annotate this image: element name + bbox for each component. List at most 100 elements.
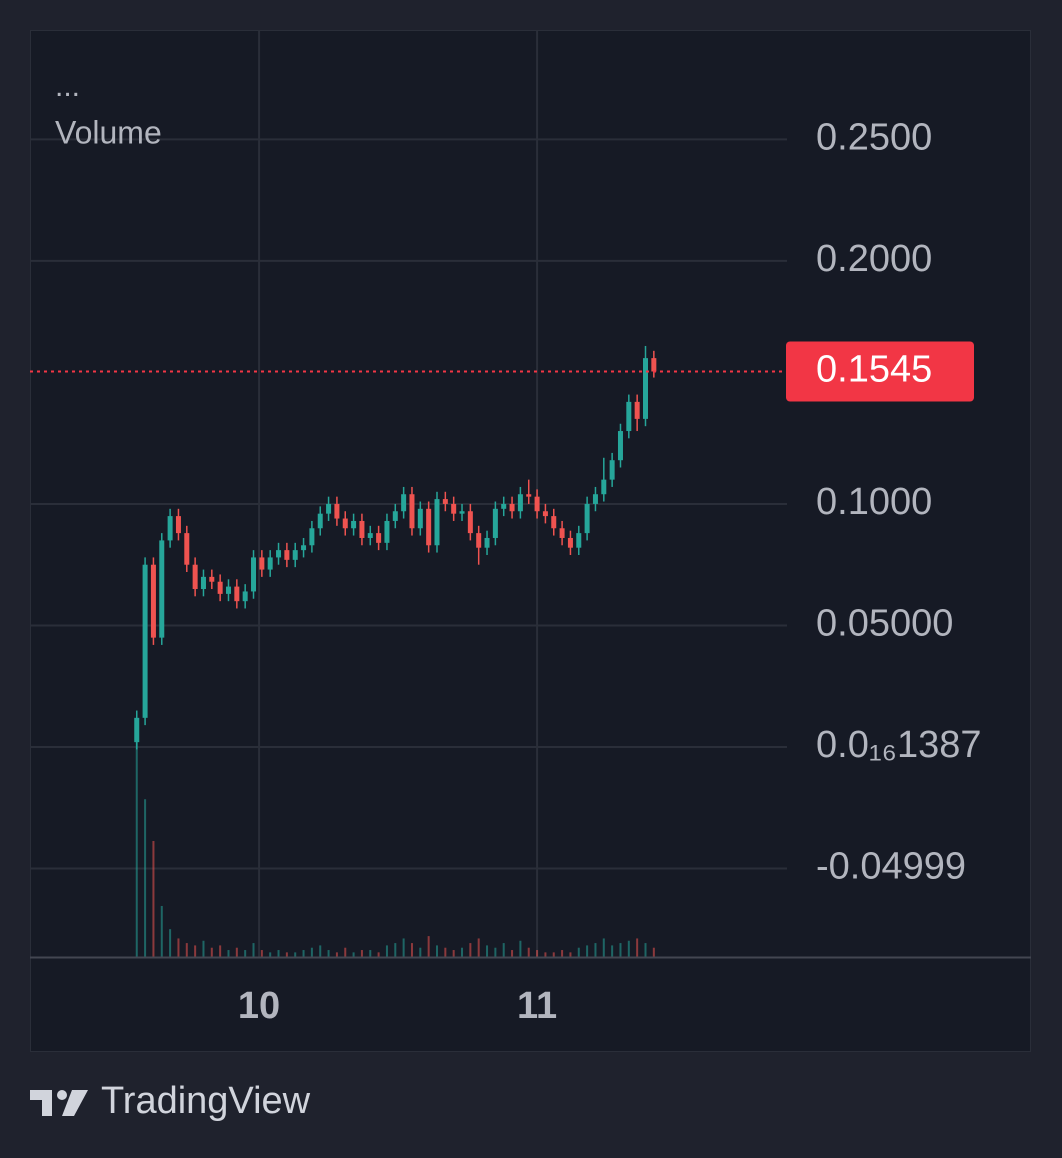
last-price-label: 0.1545 <box>816 349 932 391</box>
volume-bar <box>210 947 213 957</box>
candle-body <box>651 358 657 372</box>
volume-bar <box>269 952 272 957</box>
y-tick-label: 0.2000 <box>816 238 932 280</box>
volume-bar <box>586 945 589 957</box>
candle-body <box>634 401 640 419</box>
candle-body <box>334 503 340 519</box>
candle-body <box>184 533 190 565</box>
candle-body <box>359 520 365 538</box>
volume-label: Volume <box>55 114 162 150</box>
volume-bar <box>360 950 363 957</box>
candle-body <box>401 494 407 512</box>
candle-body <box>376 533 382 543</box>
candle-body <box>626 401 632 432</box>
volume-bar <box>219 945 222 957</box>
volume-bar <box>202 940 205 957</box>
candle-body <box>526 494 532 497</box>
volume-bar <box>310 947 313 957</box>
candle-body <box>617 431 623 461</box>
volume-bar <box>385 945 388 957</box>
candle-body <box>192 564 198 590</box>
volume-bar <box>277 950 280 957</box>
candle-body <box>584 503 590 534</box>
volume-bar <box>427 936 430 957</box>
candle-body <box>509 503 515 512</box>
volume-bar <box>552 952 555 957</box>
candle-body <box>351 520 357 529</box>
grid <box>30 30 787 957</box>
candle-body <box>442 499 448 504</box>
candle-body <box>217 581 223 594</box>
y-tick-label: -0.04999 <box>816 846 966 888</box>
volume-bar <box>435 945 438 957</box>
volume-bar <box>419 947 422 957</box>
volume-bar <box>294 952 297 957</box>
volume-bar <box>410 943 413 957</box>
candle-body <box>559 528 565 538</box>
candle-body <box>426 508 432 546</box>
volume-bar <box>135 725 138 957</box>
y-tick-label: 0.0₁₆1387 <box>816 724 982 766</box>
volume-bar <box>302 950 305 957</box>
volume-bar <box>244 950 247 957</box>
volume-bar <box>461 947 464 957</box>
volume-bar <box>636 938 639 957</box>
candle-body <box>492 508 498 538</box>
volume-bar <box>394 943 397 957</box>
y-tick-label: 0.2500 <box>816 116 932 158</box>
volume-bar <box>502 943 505 957</box>
candle-body <box>284 550 290 560</box>
volume-bar <box>377 952 380 957</box>
candle-body <box>517 494 523 512</box>
candle-body <box>292 550 298 560</box>
volume-bar <box>611 945 614 957</box>
logo-part <box>30 1090 52 1116</box>
candle-body <box>534 496 540 512</box>
candle-body <box>134 717 140 743</box>
candle-body <box>142 564 148 718</box>
volume-bar <box>185 943 188 957</box>
candle-body <box>467 511 473 534</box>
volume-bar <box>602 938 605 957</box>
volume-bar <box>285 952 288 957</box>
volume-bar <box>577 947 580 957</box>
y-tick-label: 0.05000 <box>816 603 953 645</box>
candle-body <box>384 520 390 543</box>
volume-bar <box>644 943 647 957</box>
volume-bar <box>344 947 347 957</box>
candle-body <box>259 557 265 570</box>
volume-bar <box>194 945 197 957</box>
brand-logo <box>30 1090 88 1116</box>
candle-body <box>309 528 315 546</box>
candle-body <box>301 545 307 551</box>
volume-bar <box>544 952 547 957</box>
candle-body <box>342 518 348 529</box>
volume-bar <box>444 947 447 957</box>
y-tick-label: 0.1000 <box>816 481 932 523</box>
candle-body <box>484 537 490 548</box>
volume-bar <box>169 929 172 957</box>
candle-body <box>209 576 215 582</box>
volume-bar <box>561 950 564 957</box>
candle-body <box>267 557 273 570</box>
candle-body <box>459 511 465 514</box>
x-tick-label: 11 <box>517 985 557 1027</box>
volume-bar <box>619 943 622 957</box>
volume-bar <box>477 938 480 957</box>
volume-bar <box>402 938 405 957</box>
candle-body <box>251 557 257 592</box>
volume-bar <box>260 950 263 957</box>
legend-text: ... <box>55 70 80 103</box>
brand-name: TradingView <box>101 1080 311 1122</box>
volume-bar <box>486 945 489 957</box>
candle-body <box>367 533 373 538</box>
volume-bar <box>452 950 455 957</box>
volume-bar <box>319 945 322 957</box>
candle-body <box>476 533 482 548</box>
candle-body <box>234 586 240 602</box>
candle-body <box>200 576 206 590</box>
volume-bar <box>594 943 597 957</box>
volume-bar <box>527 947 530 957</box>
